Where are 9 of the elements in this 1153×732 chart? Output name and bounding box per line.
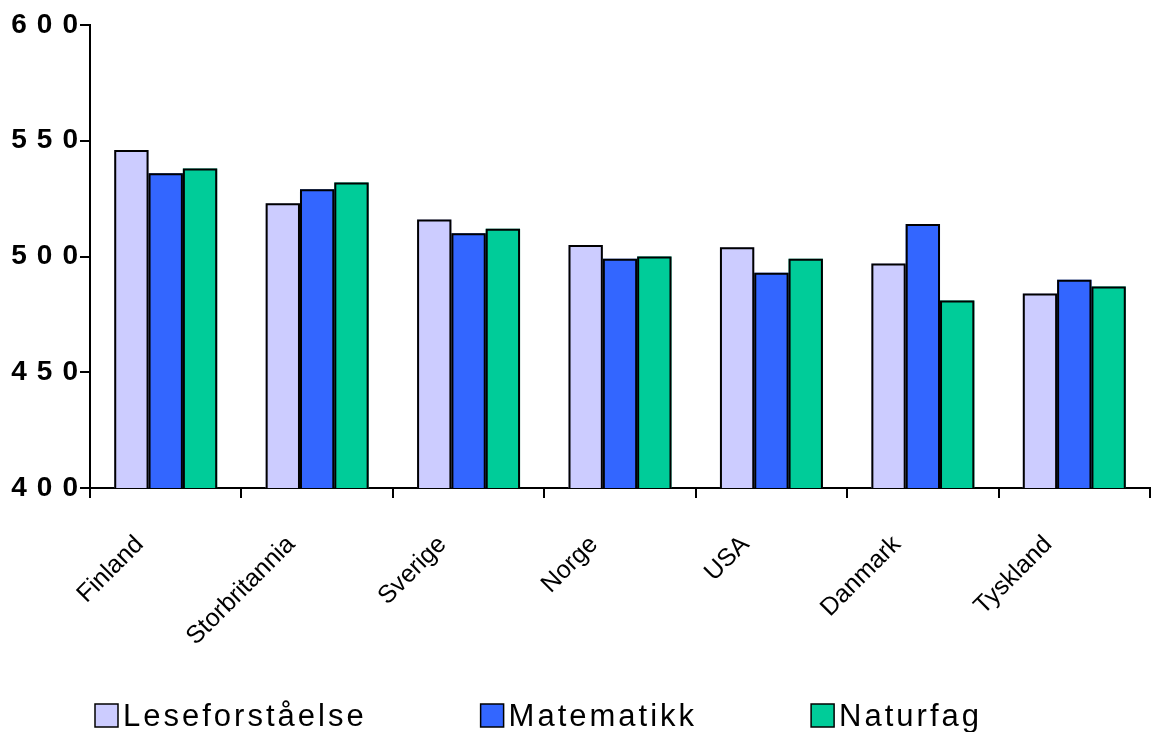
legend-label: Leseforståelse bbox=[123, 698, 367, 732]
y-tick-label: 550 bbox=[11, 123, 88, 155]
x-tick-label: USA bbox=[697, 528, 755, 586]
y-tick-label: 450 bbox=[11, 354, 88, 386]
y-tick-label: 400 bbox=[11, 470, 88, 502]
y-tick-label: 500 bbox=[11, 239, 88, 271]
legend-label: Naturfag bbox=[839, 698, 983, 732]
y-tick-label: 600 bbox=[11, 7, 88, 39]
legend-label: Matematikk bbox=[508, 698, 698, 732]
